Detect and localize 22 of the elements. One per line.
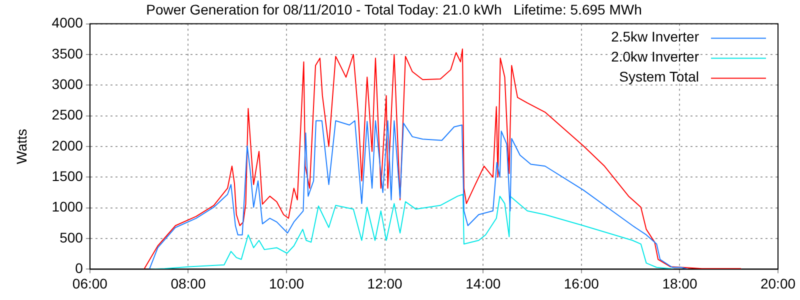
chart-title: Power Generation for 08/11/2010 - Total Today: 21.0 kWh Lifetime: 5.695 MWh [146,1,642,18]
x-tick-label: 18:00 [662,275,698,292]
y-tick-label: 1500 [52,168,84,184]
y-tick-label: 3000 [52,76,84,92]
y-tick-label: 500 [60,229,84,246]
y-tick-label: 1000 [52,198,84,215]
y-axis-title: Watts [13,128,30,164]
y-tick-label: 0 [75,260,84,276]
y-tick-label: 2000 [52,137,84,154]
legend-label: System Total [619,68,699,85]
x-tick-label: 12:00 [367,275,403,292]
legend-label: 2.0kw Inverter [611,48,700,65]
x-tick-label: 14:00 [466,275,501,292]
x-tick-label: 16:00 [564,275,600,292]
y-tick-label: 3500 [52,45,84,62]
y-tick-label: 4000 [52,14,84,31]
x-tick-label: 08:00 [170,275,206,292]
x-tick-label: 10:00 [269,275,304,292]
legend-label: 2.5kw Inverter [611,28,700,45]
x-tick-label: 06:00 [72,275,108,292]
x-tick-label: 20:00 [760,275,796,292]
y-tick-label: 2500 [52,106,84,123]
